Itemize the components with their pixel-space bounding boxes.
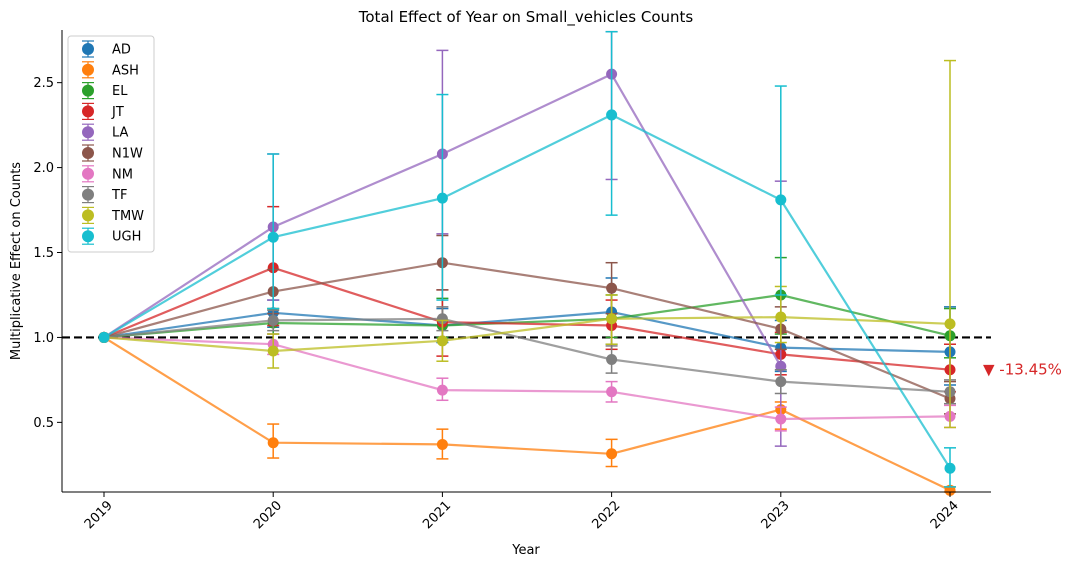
series-tf [98,306,956,405]
y-axis-title: Multiplicative Effect on Counts [9,162,24,360]
legend-label: TMW [111,209,144,224]
y-tick-label: 2.5 [33,76,54,91]
legend-item-tf: TF [82,186,127,204]
legend: AD ASH EL JT LA N1W NM TF TMW UGH [67,35,155,253]
data-point [98,331,110,343]
error-bar [267,153,280,310]
series-line [103,336,951,492]
data-point [606,313,618,325]
series-line [103,293,951,339]
legend-item-ugh: UGH [82,227,141,245]
x-tick-label: 2019 [82,498,116,532]
data-point [775,311,787,323]
legend-label: JT [111,105,124,120]
legend-label: UGH [112,230,141,245]
annotation-percent-change: ▼ -13.45% [983,361,1062,379]
legend-marker [82,230,94,243]
legend-item-el: EL [82,81,128,100]
series-layer [98,30,956,496]
data-point [606,386,618,398]
x-tick-label: 2021 [420,498,454,532]
y-tick-label: 1.5 [33,246,54,261]
x-tick-label: 2024 [928,498,962,532]
legend-label: N1W [112,147,143,162]
legend-label: AD [112,43,131,58]
legend-marker [82,167,94,180]
data-point [775,376,787,388]
legend-label: LA [112,126,129,141]
y-tick-label: 0.5 [33,416,54,431]
error-bar [944,59,956,429]
x-tick-label: 2023 [759,498,793,532]
data-point [267,314,279,326]
legend-item-n1w: N1W [82,144,143,162]
y-tick-label: 1.0 [33,331,54,346]
data-point [436,384,448,396]
data-point [944,462,956,474]
x-tick-label: 2020 [251,498,285,532]
x-tick-label: 2022 [589,498,623,532]
data-point [267,437,279,449]
series-line [103,310,951,353]
y-tick-label: 2.0 [33,161,54,176]
legend-item-jt: JT [82,102,124,121]
legend-item-ash: ASH [82,61,139,79]
legend-item-ad: AD [82,40,131,58]
data-point [606,354,618,366]
data-point [775,194,787,206]
legend-marker [82,63,94,76]
legend-marker [82,188,94,201]
legend-label: EL [112,84,128,99]
legend-label: NM [112,167,133,182]
data-point [606,109,618,121]
legend-marker [82,126,94,139]
chart-title: Total Effect of Year on Small_vehicles C… [358,8,694,27]
series-line [103,266,951,371]
legend-marker [82,84,94,97]
legend-label: TF [111,188,127,203]
series-ugh [98,30,956,488]
legend-marker [82,43,94,55]
error-bar [774,85,787,296]
legend-marker [82,147,94,159]
error-bar [605,30,618,216]
data-point [436,438,448,450]
legend-label: ASH [112,63,139,78]
data-point [436,335,448,347]
legend-marker [82,105,94,118]
series-line [103,317,951,393]
legend-item-nm: NM [82,165,133,183]
data-point [606,448,618,460]
series-tmw [98,59,956,429]
legend-item-la: LA [82,123,129,141]
series-line [103,261,951,400]
series-line [103,113,951,469]
legend-marker [82,209,94,222]
data-point [267,231,279,243]
series-jt [98,205,956,393]
x-axis-title: Year [511,543,540,558]
series-ash [98,331,956,496]
legend-item-tmw: TMW [82,206,144,224]
series-ad [98,277,956,386]
data-point [267,345,279,357]
data-point [436,192,448,204]
data-point [436,313,448,325]
data-point [775,413,787,425]
axes: 0.5 1.0 1.5 2.0 2.5 2019 2020 2021 2022 2023 2024 [33,30,991,532]
series-line [103,336,951,421]
data-point [944,318,956,330]
series-line [103,315,951,353]
data-point [606,282,618,294]
